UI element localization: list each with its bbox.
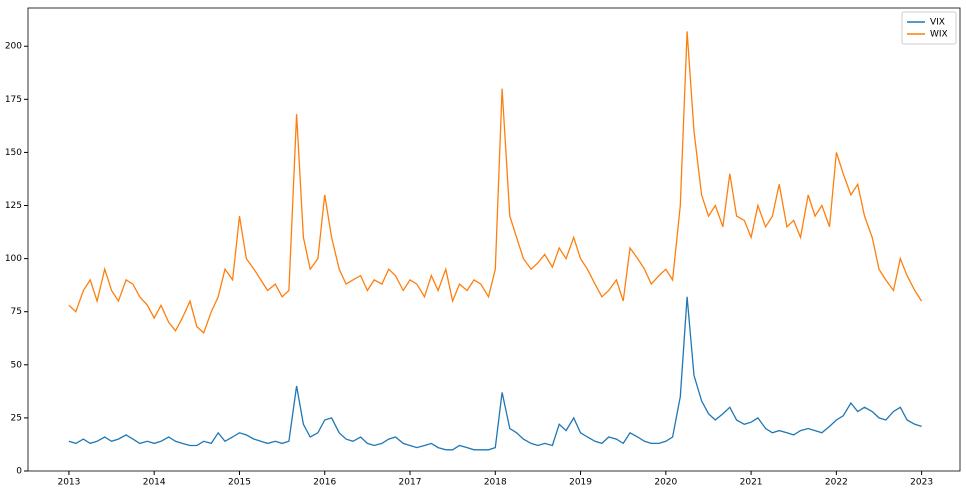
y-tick-label: 0 (16, 467, 22, 477)
y-tick-label: 200 (5, 42, 22, 52)
x-tick-label: 2018 (484, 478, 507, 488)
series-line (68, 31, 923, 335)
x-tick-label: 2020 (654, 478, 677, 488)
y-tick-label: 175 (5, 95, 22, 105)
y-tick-label: 25 (11, 413, 22, 423)
x-tick-label: 2022 (825, 478, 848, 488)
y-tick-label: 50 (11, 360, 23, 370)
x-tick-label: 2019 (569, 478, 592, 488)
x-tick-label: 2015 (228, 478, 251, 488)
legend-label: WIX (930, 30, 948, 40)
legend-label: VIX (930, 18, 945, 28)
y-tick-label: 100 (5, 254, 22, 264)
y-tick-label: 75 (11, 307, 22, 317)
x-tick-label: 2023 (910, 478, 933, 488)
plot-frame (27, 7, 961, 472)
legend-box (901, 11, 957, 45)
x-tick-label: 2017 (399, 478, 422, 488)
x-tick-label: 2013 (57, 478, 80, 488)
x-tick-label: 2021 (740, 478, 763, 488)
x-tick-label: 2016 (313, 478, 336, 488)
x-tick-label: 2014 (143, 478, 166, 488)
series-line (68, 296, 922, 451)
y-tick-label: 150 (5, 148, 22, 158)
y-tick-label: 125 (5, 201, 22, 211)
